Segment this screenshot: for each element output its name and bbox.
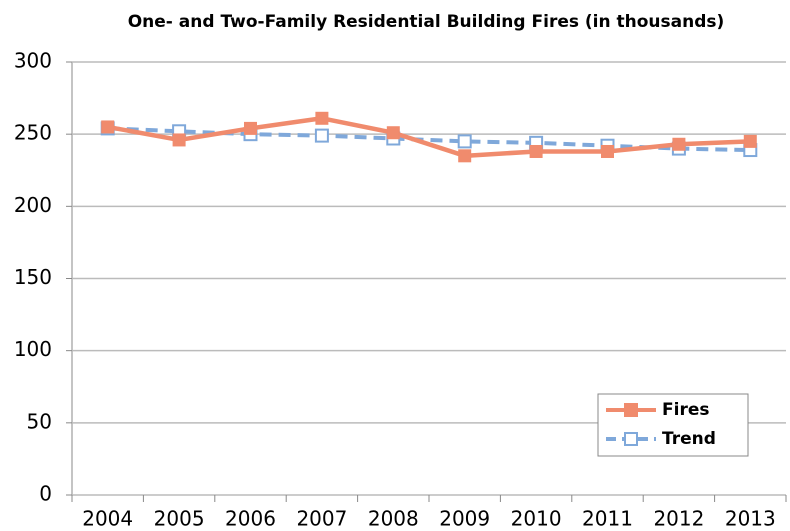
legend-label: Fires <box>662 400 709 420</box>
legend: Fires Trend <box>597 393 749 457</box>
x-tick-label: 2008 <box>368 507 419 531</box>
x-tick-label: 2005 <box>154 507 205 531</box>
x-tick-label: 2010 <box>511 507 562 531</box>
marker <box>529 144 543 158</box>
marker <box>601 144 614 158</box>
y-tick-label: 0 <box>39 482 52 506</box>
x-tick-label: 2013 <box>725 507 776 531</box>
marker <box>743 134 757 148</box>
x-tick-label: 2009 <box>439 507 490 531</box>
chart-title: One- and Two-Family Residential Building… <box>128 12 725 32</box>
y-tick-label: 50 <box>27 409 52 433</box>
series-line <box>107 116 751 159</box>
x-tick-label: 2007 <box>296 507 347 531</box>
y-tick-label: 250 <box>14 121 52 145</box>
legend-label: Trend <box>662 429 716 449</box>
marker <box>315 111 329 125</box>
marker <box>172 133 186 147</box>
marker <box>457 134 472 149</box>
x-tick-label: 2011 <box>582 507 633 531</box>
marker <box>314 128 329 143</box>
marker <box>458 149 472 163</box>
y-tick-label: 100 <box>14 337 52 361</box>
legend-box <box>597 393 749 457</box>
y-tick-label: 200 <box>14 193 52 217</box>
y-tick-label: 300 <box>14 49 52 73</box>
marker <box>101 120 115 134</box>
x-tick-label: 2006 <box>225 507 276 531</box>
legend-marker <box>624 432 638 446</box>
y-tick-label: 150 <box>14 265 52 289</box>
legend-marker <box>624 403 638 417</box>
x-tick-label: 2012 <box>653 507 704 531</box>
marker <box>244 121 257 135</box>
marker <box>672 137 686 151</box>
x-tick-label: 2004 <box>82 507 133 531</box>
marker <box>386 126 400 140</box>
